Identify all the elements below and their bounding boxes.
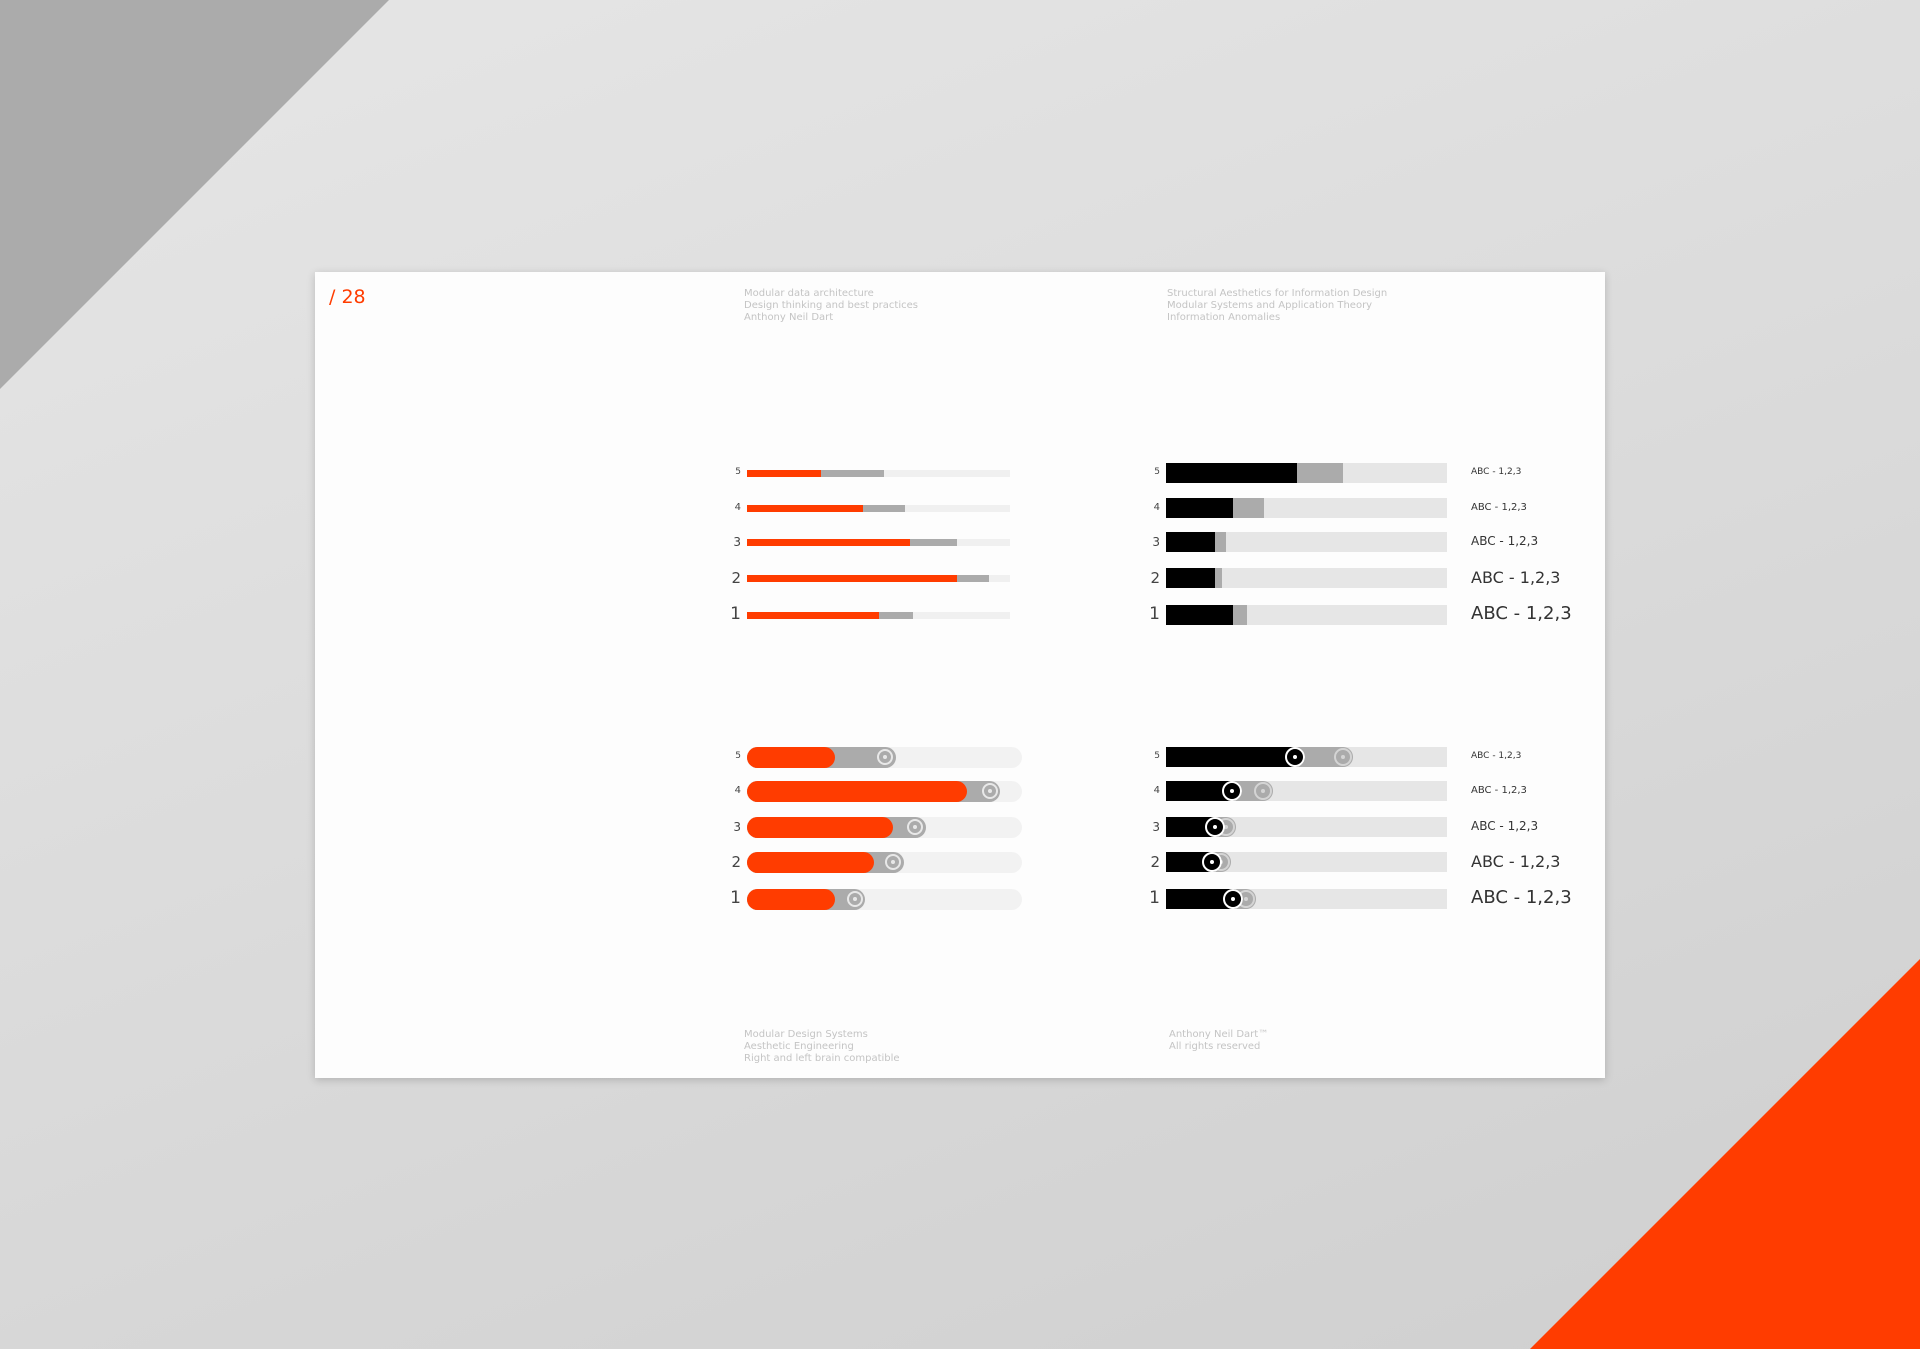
knob-dot: [1231, 897, 1236, 901]
footer-line: Aesthetic Engineering: [744, 1041, 854, 1052]
bar-primary: [747, 504, 863, 512]
slider-knob-primary: [1205, 817, 1225, 837]
header-line: Modular Systems and Application Theory: [1167, 300, 1373, 311]
bar-label: ABC - 1,2,3: [1471, 467, 1522, 478]
row-number: 5: [1154, 467, 1160, 478]
knob-dot: [852, 897, 857, 901]
row-number: 2: [731, 568, 741, 587]
row-number: 2: [1150, 852, 1160, 871]
bar-primary: [747, 816, 893, 838]
bar-label: ABC - 1,2,3: [1471, 851, 1561, 871]
row-number: 4: [734, 501, 741, 513]
knob-dot: [1229, 789, 1234, 793]
bar-primary: [1166, 463, 1297, 483]
header-line: Structural Aesthetics for Information De…: [1167, 288, 1388, 299]
row-number: 3: [1152, 534, 1160, 549]
slider-knob-primary: [1202, 852, 1223, 872]
bar-primary: [747, 574, 958, 582]
row-number: 1: [1149, 604, 1160, 625]
knob-dot: [883, 755, 887, 759]
slider-knob-primary: [1221, 781, 1242, 801]
header-line: Information Anomalies: [1167, 312, 1281, 323]
row-number: 5: [735, 751, 741, 762]
knob-dot: [987, 789, 992, 793]
row-number: 3: [733, 819, 741, 834]
knob-dot: [1260, 789, 1265, 793]
bar-label: ABC - 1,2,3: [1471, 567, 1561, 587]
knob-dot: [1224, 825, 1229, 829]
bar-label: ABC - 1,2,3: [1471, 501, 1527, 513]
footer-line: Modular Design Systems: [744, 1029, 868, 1040]
bar-label: ABC - 1,2,3: [1471, 784, 1527, 796]
bar-label: ABC - 1,2,3: [1471, 603, 1572, 625]
row-number: 2: [731, 852, 741, 871]
bar-primary: [1166, 498, 1234, 518]
bar-primary: [1166, 532, 1216, 552]
bar-primary: [747, 469, 821, 477]
header-left: Modular data architecture Design thinkin…: [744, 288, 918, 324]
knob-dot: [1210, 860, 1215, 864]
bar-track: [1166, 568, 1447, 588]
row-number: 4: [1153, 501, 1160, 513]
row-number: 4: [1153, 784, 1160, 796]
header-right: Structural Aesthetics for Information De…: [1167, 288, 1387, 324]
bar-label: ABC - 1,2,3: [1471, 887, 1572, 909]
bar-primary: [747, 538, 911, 546]
footer-line: Anthony Neil Dart™: [1169, 1029, 1269, 1040]
row-number: 5: [735, 467, 741, 478]
row-number: 4: [734, 784, 741, 796]
slider-knob: [877, 749, 893, 765]
header-line: Modular data architecture: [744, 288, 874, 299]
footer-left: Modular Design Systems Aesthetic Enginee…: [744, 1029, 900, 1065]
bar-track: [1166, 532, 1447, 552]
bar-primary: [747, 780, 967, 802]
knob-dot: [1213, 825, 1217, 829]
bar-label: ABC - 1,2,3: [1471, 534, 1539, 549]
knob-dot: [1341, 755, 1346, 759]
slider-knob-secondary: [1253, 782, 1272, 800]
slider-knob-secondary: [1334, 748, 1353, 766]
footer-line: Right and left brain compatible: [744, 1053, 900, 1064]
row-number: 3: [733, 534, 741, 549]
bar-primary: [1166, 747, 1306, 767]
row-number: 3: [1152, 819, 1160, 834]
knob-dot: [1243, 897, 1248, 901]
knob-dot: [913, 825, 918, 829]
bar-label: ABC - 1,2,3: [1471, 819, 1539, 834]
bar-label: ABC - 1,2,3: [1471, 751, 1522, 762]
row-number: 1: [730, 888, 741, 909]
row-number: 2: [1150, 568, 1160, 587]
slider-knob-primary: [1285, 747, 1306, 767]
header-line: Anthony Neil Dart: [744, 312, 834, 323]
page-number: / 28: [329, 286, 366, 308]
slider-knob: [981, 783, 998, 799]
bar-primary: [1166, 605, 1234, 625]
footer-right: Anthony Neil Dart™ All rights reserved: [1169, 1029, 1268, 1053]
bar-track: [1166, 817, 1447, 837]
bar-primary: [1166, 568, 1216, 588]
slider-knob: [846, 891, 863, 907]
footer-line: All rights reserved: [1169, 1041, 1261, 1052]
header-line: Design thinking and best practices: [744, 300, 918, 311]
slider-knob: [907, 819, 924, 835]
page-card: / 28 Modular data architecture Design th…: [315, 272, 1605, 1078]
bar-primary: [747, 851, 874, 873]
bar-primary: [747, 746, 835, 768]
bar-primary: [747, 888, 835, 910]
row-number: 5: [1154, 751, 1160, 762]
row-number: 1: [1149, 888, 1160, 909]
bar-primary: [747, 611, 879, 619]
knob-dot: [1293, 755, 1298, 759]
bar-track: [1166, 852, 1447, 872]
slider-knob-primary: [1223, 889, 1244, 909]
slider-knob: [885, 854, 902, 870]
knob-dot: [891, 860, 896, 864]
row-number: 1: [730, 604, 741, 625]
